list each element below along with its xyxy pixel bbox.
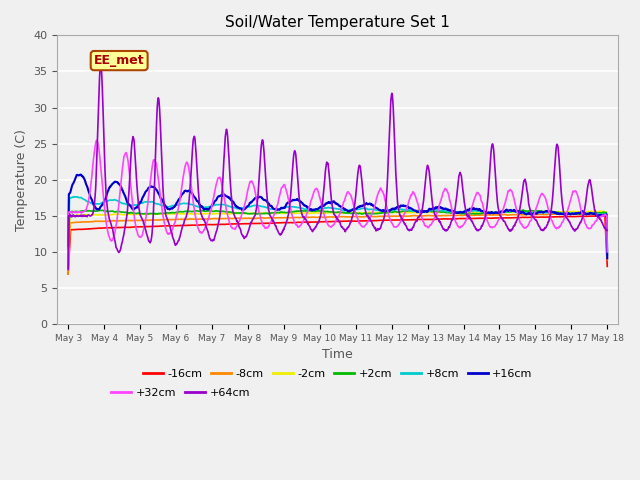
Title: Soil/Water Temperature Set 1: Soil/Water Temperature Set 1 (225, 15, 450, 30)
Y-axis label: Temperature (C): Temperature (C) (15, 129, 28, 231)
Text: EE_met: EE_met (94, 54, 145, 67)
Legend: +32cm, +64cm: +32cm, +64cm (107, 383, 255, 402)
X-axis label: Time: Time (323, 348, 353, 361)
